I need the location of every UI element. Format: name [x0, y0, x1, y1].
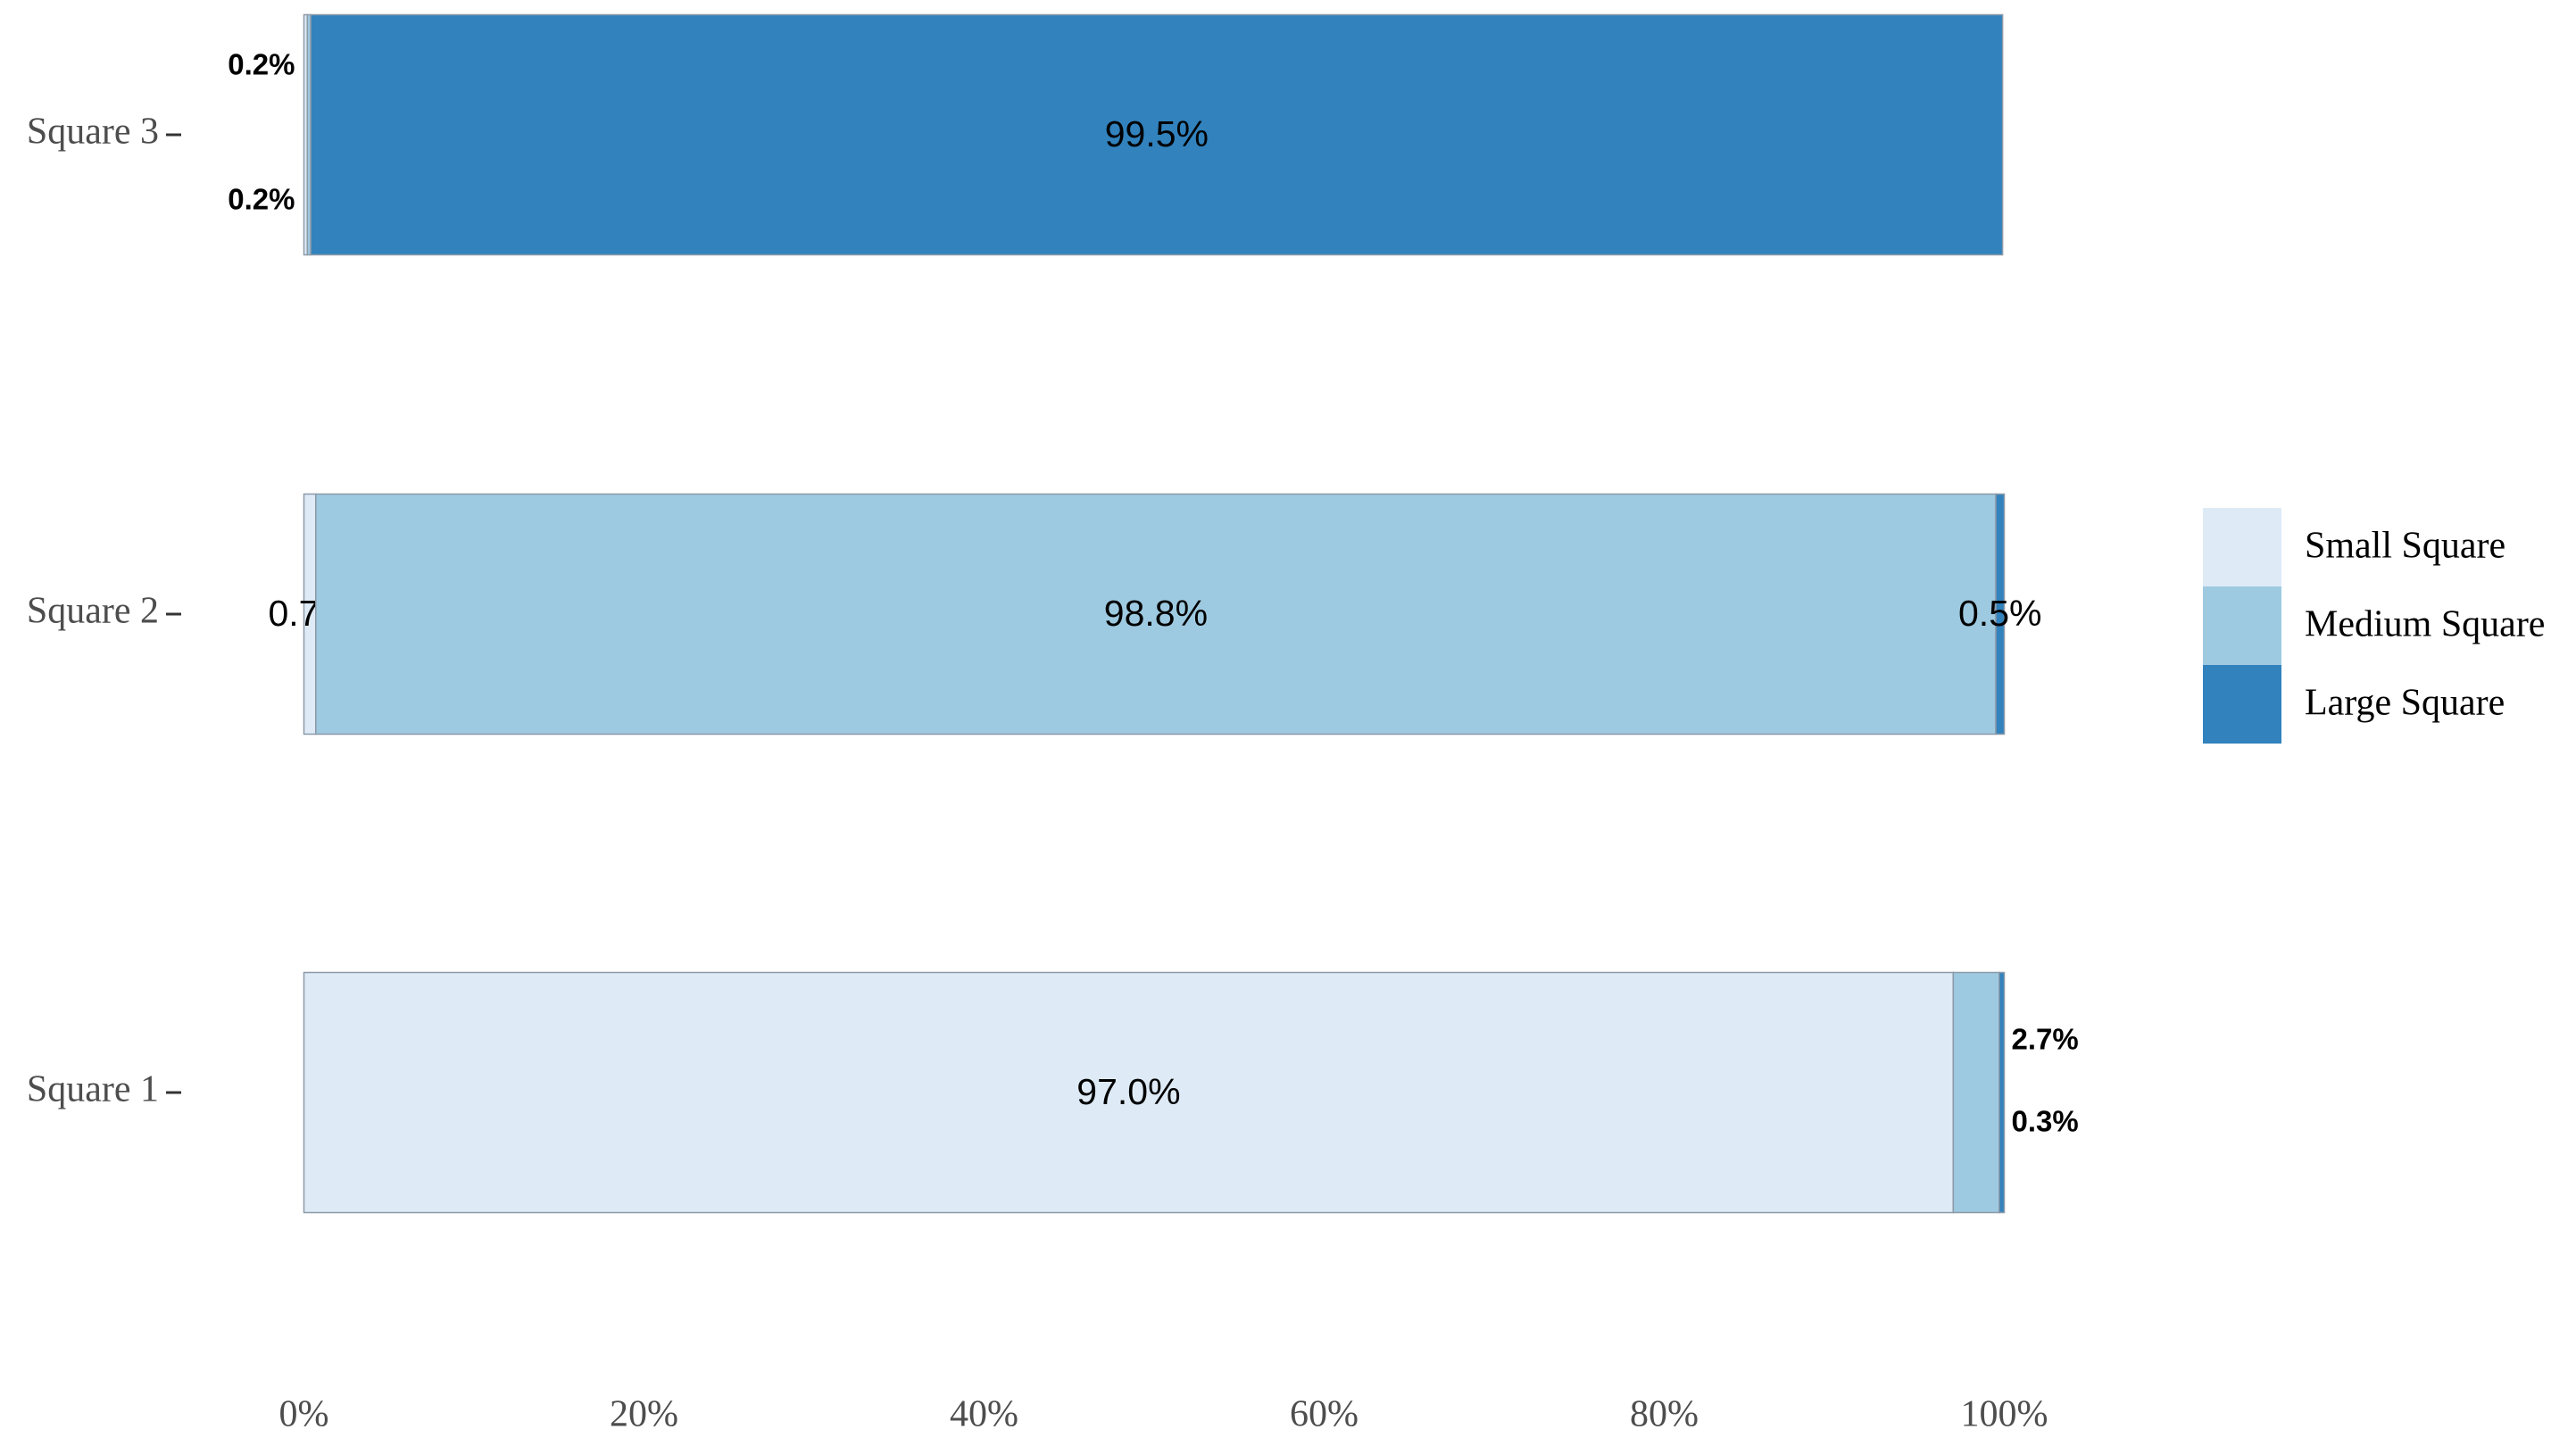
- x-tick-label: 40%: [950, 1394, 1018, 1435]
- legend-key: [2203, 586, 2281, 665]
- value-label: 0.3%: [2012, 1105, 2079, 1138]
- y-tick-label: Square 1: [27, 1069, 159, 1110]
- x-tick-label: 60%: [1290, 1394, 1359, 1435]
- value-label: 97.0%: [1076, 1071, 1180, 1112]
- value-label: 0.2%: [228, 48, 295, 81]
- x-tick-label: 100%: [1961, 1394, 2048, 1435]
- value-label: 0.2%: [228, 183, 295, 216]
- value-label: 0.5%: [1958, 593, 2041, 634]
- legend-label: Large Square: [2305, 683, 2505, 724]
- bar-segment: [315, 493, 1997, 735]
- legend-key: [2203, 508, 2281, 586]
- y-tick-label: Square 2: [27, 591, 159, 632]
- bar-segment: [1998, 971, 2006, 1214]
- x-tick-label: 20%: [610, 1394, 678, 1435]
- x-tick-label: 0%: [279, 1394, 329, 1435]
- legend-label: Small Square: [2305, 526, 2505, 567]
- value-label: 99.5%: [1105, 113, 1209, 154]
- value-label: 98.8%: [1104, 593, 1208, 634]
- legend-key: [2203, 665, 2281, 744]
- bar-segment: [1995, 493, 2006, 735]
- bar-segment: [303, 971, 1955, 1214]
- value-label: 2.7%: [2012, 1023, 2079, 1056]
- y-tick-label: Square 3: [27, 112, 159, 153]
- bar-segment: [310, 13, 2004, 256]
- legend-label: Medium Square: [2305, 604, 2545, 645]
- x-tick-label: 80%: [1630, 1394, 1699, 1435]
- bar-segment: [1952, 971, 2000, 1214]
